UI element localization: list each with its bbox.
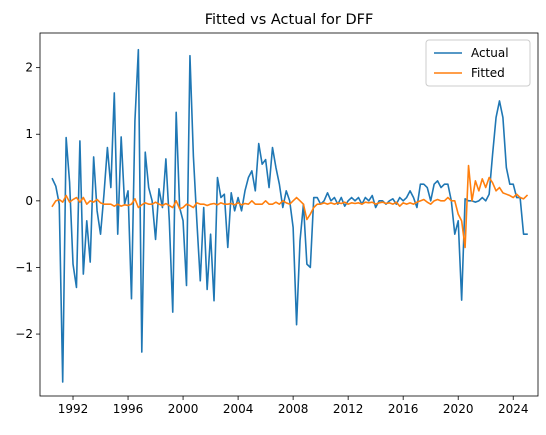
x-tick-label: 1992 xyxy=(58,402,89,416)
series-layer xyxy=(51,48,529,383)
x-tick-label: 2012 xyxy=(333,402,364,416)
y-tick-label: 2 xyxy=(25,61,33,75)
x-tick-label: 2016 xyxy=(388,402,419,416)
plot-area-frame xyxy=(39,32,539,397)
legend-box xyxy=(425,39,531,87)
legend-label-fitted: Fitted xyxy=(471,66,505,80)
x-tick-label: 2004 xyxy=(223,402,254,416)
x-axis-ticks: 1992 1996 2000 2004 2008 2012 2016 2020 2024 xyxy=(58,396,529,416)
x-tick-label: 2024 xyxy=(498,402,529,416)
legend-label-actual: Actual xyxy=(471,46,509,60)
y-tick-label: 1 xyxy=(25,127,33,141)
y-axis-ticks: −2 −1 0 1 2 xyxy=(15,61,40,341)
x-tick-label: 2008 xyxy=(278,402,309,416)
x-tick-label: 2000 xyxy=(168,402,199,416)
y-tick-label: 0 xyxy=(25,194,33,208)
x-tick-label: 1996 xyxy=(113,402,144,416)
series-line-actual xyxy=(51,48,528,383)
x-tick-label: 2020 xyxy=(443,402,474,416)
series-line-fitted xyxy=(51,164,529,249)
legend: Actual Fitted xyxy=(425,39,531,87)
y-tick-label: −2 xyxy=(15,327,33,341)
chart-title: Fitted vs Actual for DFF xyxy=(205,12,374,28)
y-tick-label: −1 xyxy=(15,260,33,274)
